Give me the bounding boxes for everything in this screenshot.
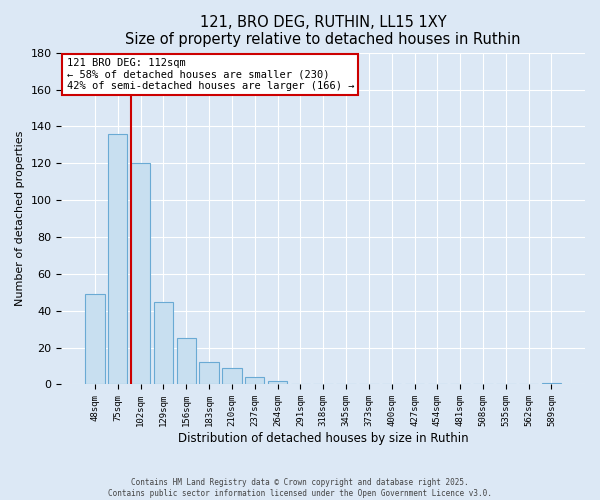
Bar (85, 294, 104, 384)
X-axis label: Distribution of detached houses by size in Ruthin: Distribution of detached houses by size … (178, 432, 469, 445)
Bar (131, 164, 150, 384)
Text: 121 BRO DEG: 112sqm
← 58% of detached houses are smaller (230)
42% of semi-detac: 121 BRO DEG: 112sqm ← 58% of detached ho… (67, 58, 354, 91)
Y-axis label: Number of detached properties: Number of detached properties (15, 131, 25, 306)
Bar (108, 134, 127, 384)
Bar (268, 381, 287, 384)
Bar (542, 382, 561, 384)
Bar (199, 362, 219, 384)
Bar (176, 338, 196, 384)
Bar (154, 302, 173, 384)
Text: Contains HM Land Registry data © Crown copyright and database right 2025.
Contai: Contains HM Land Registry data © Crown c… (108, 478, 492, 498)
Bar (222, 368, 242, 384)
Bar (245, 377, 265, 384)
Title: 121, BRO DEG, RUTHIN, LL15 1XY
Size of property relative to detached houses in R: 121, BRO DEG, RUTHIN, LL15 1XY Size of p… (125, 15, 521, 48)
